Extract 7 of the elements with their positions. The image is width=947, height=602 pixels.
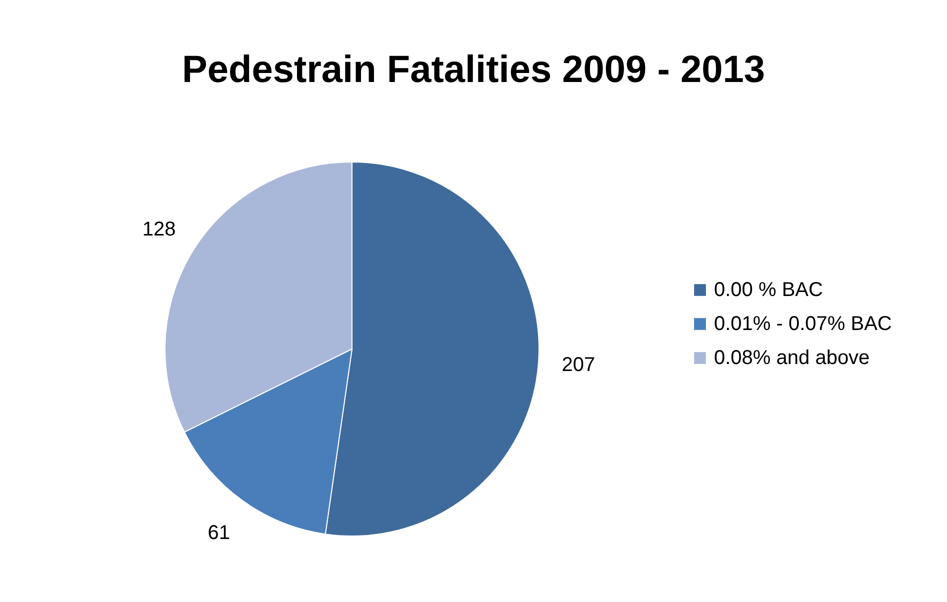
data-label: 207 (562, 354, 596, 376)
data-label: 61 (208, 522, 230, 544)
legend-label: 0.00 % BAC (714, 279, 823, 301)
data-label: 128 (142, 218, 176, 240)
legend-label: 0.08% and above (714, 347, 870, 369)
chart-title: Pedestrain Fatalities 2009 - 2013 (182, 49, 765, 91)
legend-label: 0.01% - 0.07% BAC (714, 313, 892, 335)
